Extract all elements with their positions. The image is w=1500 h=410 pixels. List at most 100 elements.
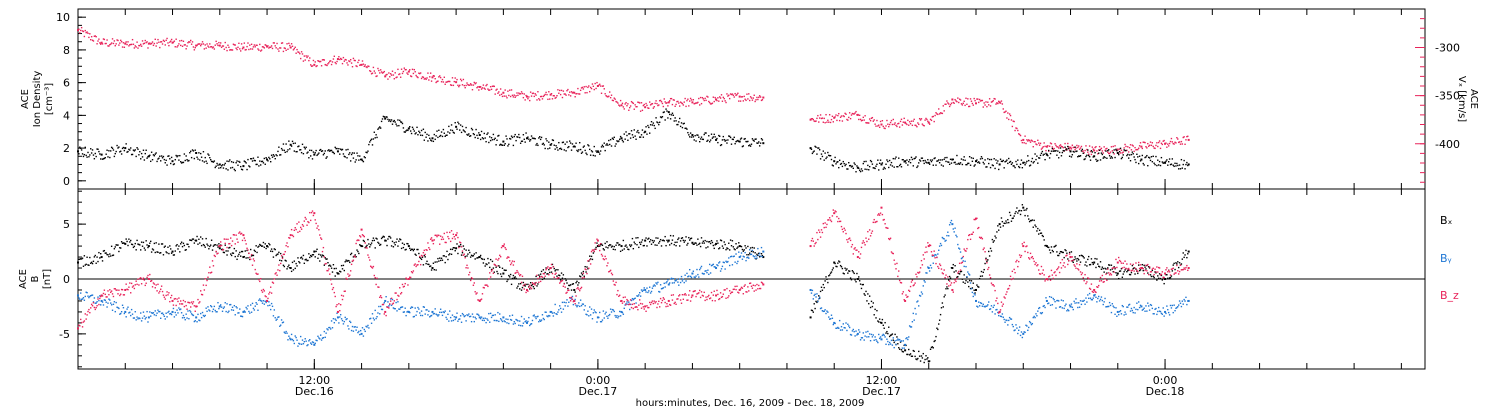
bx-sample	[941, 302, 944, 304]
bx-sample	[326, 258, 328, 260]
velocity-sample	[642, 104, 645, 107]
velocity-sample	[533, 95, 535, 98]
velocity-sample	[117, 39, 119, 42]
density-sample	[329, 150, 331, 152]
by-sample	[1144, 310, 1146, 312]
by-sample	[583, 309, 585, 311]
bx-sample	[523, 284, 525, 286]
by-sample	[895, 343, 897, 346]
by-point	[833, 321, 836, 324]
by-sample	[279, 324, 282, 326]
bz-sample	[241, 239, 244, 242]
velocity-sample	[578, 93, 580, 95]
bx-sample	[824, 280, 826, 282]
velocity-sample	[634, 104, 636, 106]
density-sample	[1153, 162, 1155, 164]
velocity-sample	[252, 46, 255, 48]
density-sample	[929, 159, 932, 161]
density-sample	[135, 155, 137, 158]
by-sample	[1145, 305, 1147, 307]
by-sample	[823, 310, 825, 312]
density-sample	[1042, 154, 1044, 156]
bz-sample	[226, 246, 228, 249]
density-sample	[1187, 164, 1189, 167]
bx-sample	[160, 252, 162, 254]
velocity-sample	[708, 101, 711, 104]
bx-sample	[466, 255, 468, 257]
density-sample	[751, 138, 754, 140]
density-point	[1116, 152, 1119, 154]
by-sample	[716, 264, 718, 266]
bx-sample	[548, 268, 550, 271]
velocity-sample	[827, 119, 829, 121]
bz-sample	[97, 298, 99, 300]
velocity-sample	[85, 31, 87, 34]
bx-sample	[234, 255, 236, 258]
velocity-sample	[1055, 144, 1057, 147]
bx-sample	[936, 327, 938, 329]
bx-sample	[298, 260, 300, 263]
velocity-sample	[1078, 145, 1080, 147]
bx-sample	[355, 255, 357, 258]
velocity-sample	[870, 117, 873, 120]
bx-sample	[1008, 221, 1010, 224]
bx-sample	[811, 309, 814, 312]
bx-sample	[982, 271, 984, 274]
density-sample	[388, 120, 390, 122]
by-sample	[665, 282, 667, 284]
by-sample	[267, 304, 269, 307]
density-sample	[529, 138, 532, 141]
by-sample	[755, 255, 757, 257]
by-point	[1187, 299, 1190, 302]
bx-sample	[128, 238, 130, 240]
bx-sample	[529, 288, 531, 290]
velocity-point	[620, 104, 623, 107]
velocity-sample	[439, 76, 442, 79]
velocity-sample	[320, 65, 323, 67]
by-point	[431, 310, 434, 313]
bx-sample	[429, 265, 431, 268]
bx-point	[218, 247, 221, 250]
velocity-point	[691, 101, 694, 104]
bx-sample	[278, 251, 280, 254]
velocity-sample	[1170, 137, 1173, 140]
by-sample	[319, 334, 322, 336]
velocity-sample	[428, 79, 430, 81]
by-sample	[822, 310, 825, 313]
velocity-sample	[1159, 147, 1162, 150]
by-sample	[724, 268, 726, 270]
velocity-sample	[649, 104, 652, 106]
density-sample	[538, 137, 540, 139]
density-sample	[723, 138, 725, 141]
by-sample	[1084, 303, 1086, 305]
velocity-sample	[469, 84, 471, 86]
density-point	[1187, 163, 1190, 166]
by-sample	[355, 329, 357, 331]
bx-sample	[860, 287, 863, 290]
velocity-sample	[132, 43, 135, 45]
velocity-sample	[575, 93, 577, 95]
velocity-sample	[243, 42, 246, 44]
bx-sample	[758, 252, 760, 255]
by-sample	[129, 311, 131, 314]
density-sample	[741, 145, 744, 148]
density-sample	[133, 150, 136, 152]
velocity-sample	[390, 74, 393, 76]
bx-sample	[580, 272, 583, 274]
bz-sample	[78, 324, 80, 326]
velocity-sample	[625, 101, 627, 104]
bx-sample	[423, 254, 425, 257]
bx-sample	[1097, 263, 1099, 265]
by-sample	[945, 239, 947, 242]
velocity-sample	[388, 72, 390, 74]
velocity-sample	[646, 104, 648, 107]
velocity-sample	[441, 78, 444, 81]
velocity-sample	[96, 43, 98, 45]
by-sample	[995, 309, 997, 311]
velocity-sample	[813, 120, 815, 122]
velocity-sample	[999, 102, 1002, 104]
density-sample	[190, 150, 192, 153]
density-sample	[713, 133, 715, 136]
bx-sample	[603, 249, 605, 251]
bx-sample	[554, 270, 556, 272]
